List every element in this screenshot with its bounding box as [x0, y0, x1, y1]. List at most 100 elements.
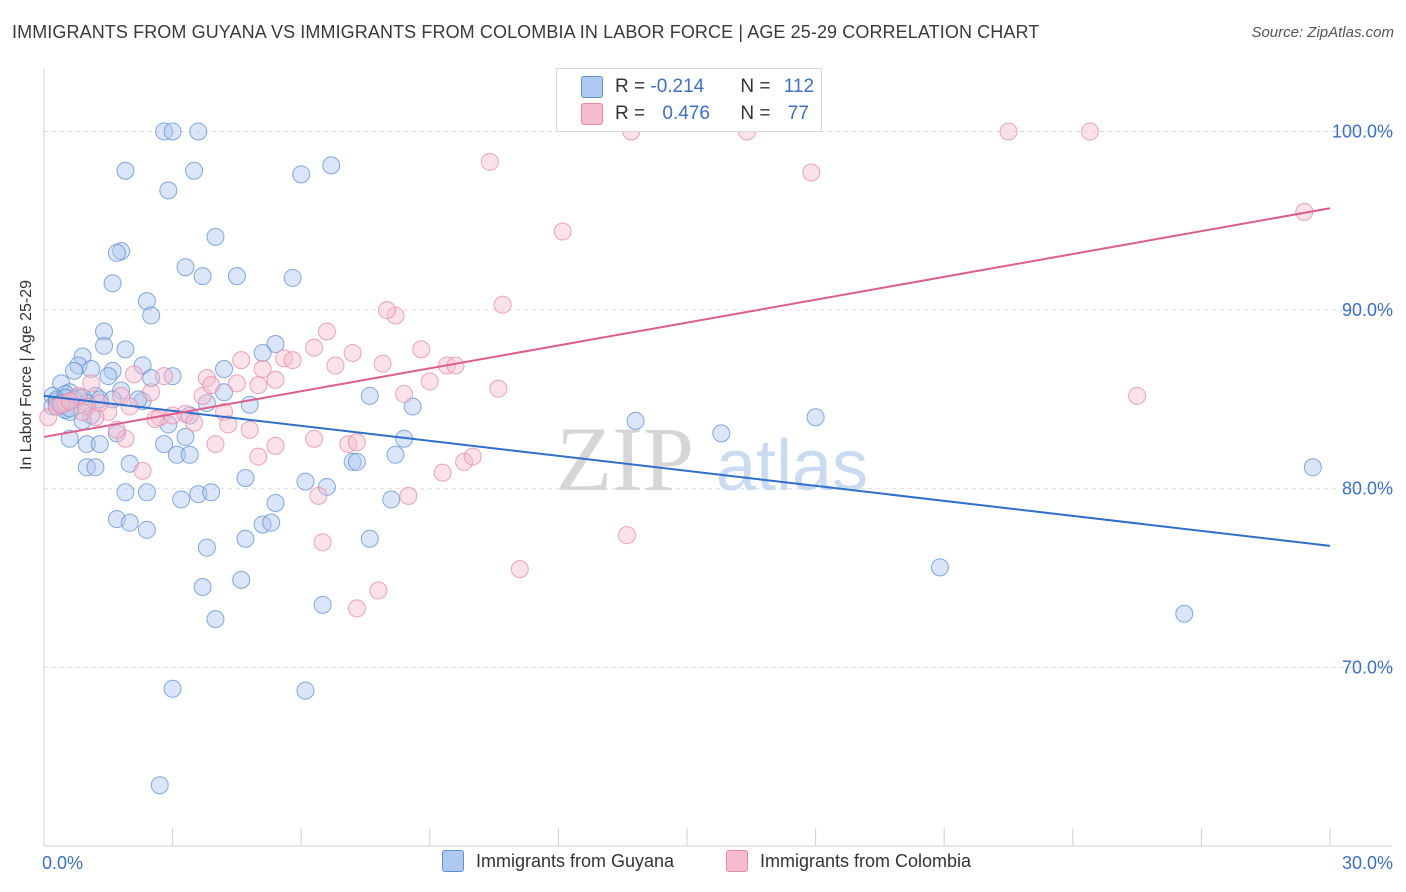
data-point-colombia: [617, 526, 636, 545]
data-point-colombia: [185, 413, 204, 432]
data-point-guyana: [386, 445, 405, 464]
data-point-guyana: [193, 267, 212, 286]
data-point-guyana: [176, 427, 195, 446]
data-point-colombia: [317, 322, 336, 341]
data-point-colombia: [305, 338, 324, 357]
data-point-guyana: [189, 122, 208, 141]
data-point-colombia: [373, 354, 392, 373]
data-point-guyana: [296, 472, 315, 491]
data-point-colombia: [125, 365, 144, 384]
data-point-guyana: [73, 347, 92, 366]
data-point-colombia: [73, 402, 92, 421]
data-point-guyana: [90, 435, 109, 454]
data-point-colombia: [253, 360, 272, 379]
axes: [43, 68, 1392, 847]
data-point-colombia: [395, 385, 414, 404]
legend-swatch-guyana: [581, 76, 603, 98]
data-point-colombia: [326, 356, 345, 375]
tick-labels: 70.0% 80.0% 90.0% 100.0% 0.0% 30.0%: [42, 121, 1393, 873]
data-point-guyana: [137, 292, 156, 311]
correlation-legend: R = -0.214 N = 112 R = 0.476 N = 77: [556, 68, 822, 132]
data-point-colombia: [369, 581, 388, 600]
legend-n-value-guyana: 112: [783, 76, 815, 97]
data-point-guyana: [163, 679, 182, 698]
data-point-guyana: [236, 529, 255, 548]
data-point-guyana: [99, 367, 118, 386]
data-point-guyana: [116, 340, 135, 359]
trend-line-colombia: [43, 207, 1331, 438]
data-point-colombia: [232, 351, 251, 370]
legend-r-value-colombia: 0.476: [662, 103, 710, 124]
data-point-guyana: [95, 322, 114, 341]
data-point-colombia: [493, 295, 512, 314]
data-point-guyana: [197, 538, 216, 557]
data-point-colombia: [313, 533, 332, 552]
legend-label-colombia: Immigrants from Colombia: [760, 850, 972, 871]
data-point-guyana: [1303, 458, 1322, 477]
data-point-colombia: [510, 560, 529, 579]
chart-title: IMMIGRANTS FROM GUYANA VS IMMIGRANTS FRO…: [12, 22, 1040, 42]
data-point-colombia: [455, 452, 474, 471]
data-point-colombia: [420, 372, 439, 391]
series-legend: Immigrants from Guyana Immigrants from C…: [0, 850, 1406, 878]
legend-r-label: R =: [615, 76, 651, 97]
data-point-guyana: [343, 452, 362, 471]
data-point-guyana: [116, 483, 135, 502]
data-point-colombia: [155, 367, 174, 386]
data-point-guyana: [86, 458, 105, 477]
data-point-guyana: [266, 494, 285, 513]
data-point-guyana: [626, 411, 645, 430]
data-point-guyana: [142, 306, 161, 325]
data-point-guyana: [403, 397, 422, 416]
y-axis-label: In Labor Force | Age 25-29: [18, 279, 35, 470]
data-point-colombia: [240, 420, 259, 439]
data-point-colombia: [305, 429, 324, 448]
data-point-guyana: [185, 161, 204, 180]
legend-item-colombia: Immigrants from Colombia: [726, 850, 971, 872]
data-point-guyana: [382, 490, 401, 509]
data-point-guyana: [360, 386, 379, 405]
data-point-colombia: [219, 415, 238, 434]
data-point-guyana: [292, 165, 311, 184]
data-point-colombia: [463, 447, 482, 466]
data-point-guyana: [227, 267, 246, 286]
data-point-colombia: [480, 152, 499, 171]
data-point-guyana: [322, 156, 341, 175]
data-point-guyana: [712, 424, 731, 443]
data-point-colombia: [309, 486, 328, 505]
data-point-colombia: [1080, 122, 1099, 141]
data-point-colombia: [489, 379, 508, 398]
y-tick-label: 90.0%: [1342, 300, 1393, 320]
data-point-colombia: [206, 435, 225, 454]
data-point-guyana: [60, 429, 79, 448]
data-point-colombia: [343, 343, 362, 362]
trend-line-guyana: [43, 394, 1331, 547]
data-point-guyana: [236, 469, 255, 488]
data-point-guyana: [167, 445, 186, 464]
data-point-guyana: [180, 445, 199, 464]
data-point-colombia: [386, 306, 405, 325]
data-point-colombia: [227, 374, 246, 393]
data-point-guyana: [155, 435, 174, 454]
data-point-colombia: [433, 463, 452, 482]
legend-n-value-colombia: 77: [787, 103, 809, 124]
data-point-guyana: [77, 435, 96, 454]
data-point-guyana: [116, 161, 135, 180]
legend-swatch-colombia: [581, 103, 603, 125]
data-point-colombia: [347, 433, 366, 452]
legend-r-value-guyana: -0.214: [650, 76, 705, 97]
data-point-guyana: [262, 513, 281, 532]
data-point-colombia: [133, 461, 152, 480]
legend-row-guyana: R = -0.214 N = 112: [581, 74, 814, 100]
legend-label-guyana: Immigrants from Guyana: [476, 850, 675, 871]
data-point-guyana: [137, 483, 156, 502]
data-point-guyana: [176, 258, 195, 277]
data-point-guyana: [253, 343, 272, 362]
data-point-guyana: [1175, 604, 1194, 623]
data-point-colombia: [266, 370, 285, 389]
data-point-guyana: [232, 570, 251, 589]
trend-lines: [43, 207, 1331, 547]
data-point-guyana: [283, 268, 302, 287]
data-point-guyana: [930, 558, 949, 577]
watermark-atlas: atlas: [716, 426, 868, 506]
